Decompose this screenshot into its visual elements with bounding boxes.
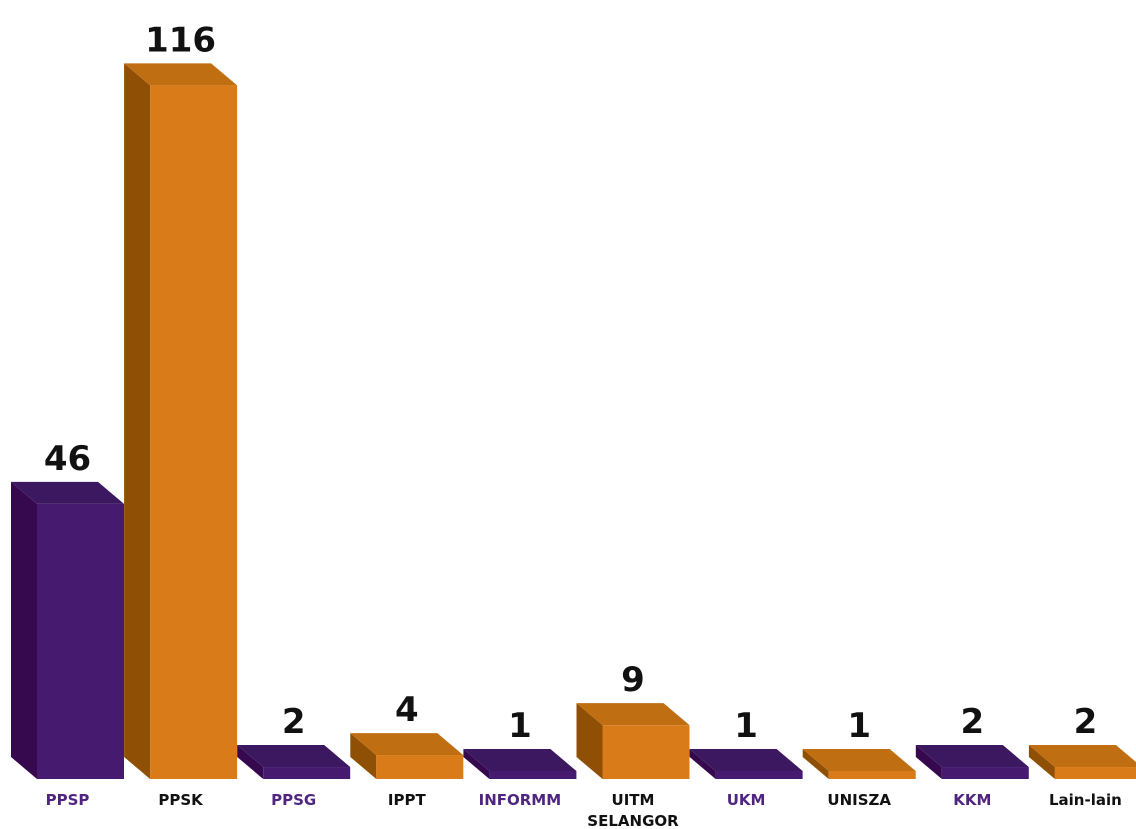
bar-top-face [237, 745, 351, 768]
category-label: IPPT [388, 791, 427, 809]
category-label: UNISZA [827, 791, 891, 809]
bar-4 [350, 733, 464, 779]
bar-side-face [802, 749, 829, 779]
category-label-line: PPSG [271, 791, 316, 809]
category-label: Lain-lain [1049, 791, 1122, 809]
category-label-line: IPPT [388, 791, 427, 809]
bar-top-face [11, 481, 124, 504]
bar-side-face [1028, 745, 1055, 779]
bar-top-face [350, 733, 464, 756]
bar-side-face [576, 703, 603, 779]
category-label: PPSG [271, 791, 316, 809]
bar-top-face [802, 749, 916, 771]
bar-front-face [1054, 767, 1136, 779]
category-label: KKM [953, 791, 991, 809]
category-label: PPSK [158, 791, 204, 809]
bar-side-face [463, 749, 490, 779]
bar-side-face [689, 749, 716, 779]
category-label: UKM [727, 791, 766, 809]
bar-front-face [602, 725, 690, 779]
bar-6 [576, 703, 690, 779]
category-label: PPSP [46, 791, 90, 809]
bar-front-face [263, 767, 351, 779]
category-label-line: UITM [612, 791, 655, 809]
category-label-line: PPSK [158, 791, 204, 809]
category-label-line: PPSP [46, 791, 90, 809]
bar-front-face [376, 755, 464, 779]
value-label: 1 [734, 706, 758, 746]
value-label: 46 [44, 439, 91, 479]
bar-front-face [715, 771, 803, 779]
bar-2 [124, 63, 238, 779]
bar-side-face [124, 63, 151, 779]
bar-side-face [915, 745, 942, 779]
bar-side-face [237, 745, 264, 779]
value-label: 1 [847, 706, 871, 746]
bar-top-face [915, 745, 1029, 768]
bar-10 [1028, 745, 1136, 779]
bar-side-face [350, 733, 377, 779]
category-label-line: UKM [727, 791, 766, 809]
category-label-line: INFORMM [479, 791, 562, 809]
bar-front-face [489, 771, 577, 779]
bar-front-face [37, 503, 124, 779]
value-label: 2 [1074, 702, 1098, 742]
bar-top-face [1028, 745, 1136, 768]
bar-8 [802, 749, 916, 779]
value-label: 1 [508, 706, 532, 746]
bar-9 [915, 745, 1029, 779]
category-label-line: UNISZA [827, 791, 891, 809]
bar-front-face [828, 771, 916, 779]
bar-1 [11, 481, 124, 779]
value-label: 2 [960, 702, 984, 742]
bar-7 [689, 749, 803, 779]
bar-top-face [689, 749, 803, 771]
value-label: 116 [145, 20, 216, 60]
bar-top-face [463, 749, 577, 771]
bar-side-face [11, 481, 37, 779]
value-label: 2 [282, 702, 306, 742]
bar-top-face [124, 63, 238, 86]
bar-3 [237, 745, 351, 779]
bar-front-face [941, 767, 1029, 779]
category-label-line: Lain-lain [1049, 791, 1122, 809]
category-label-line: SELANGOR [587, 812, 679, 829]
category-label: UITM SELANGOR [587, 791, 679, 829]
category-label: INFORMM [479, 791, 562, 809]
value-label: 4 [395, 690, 419, 730]
bar-5 [463, 749, 577, 779]
category-label-line: KKM [953, 791, 991, 809]
value-label: 9 [621, 660, 645, 700]
bar-top-face [576, 703, 690, 726]
bar-front-face [150, 85, 238, 779]
